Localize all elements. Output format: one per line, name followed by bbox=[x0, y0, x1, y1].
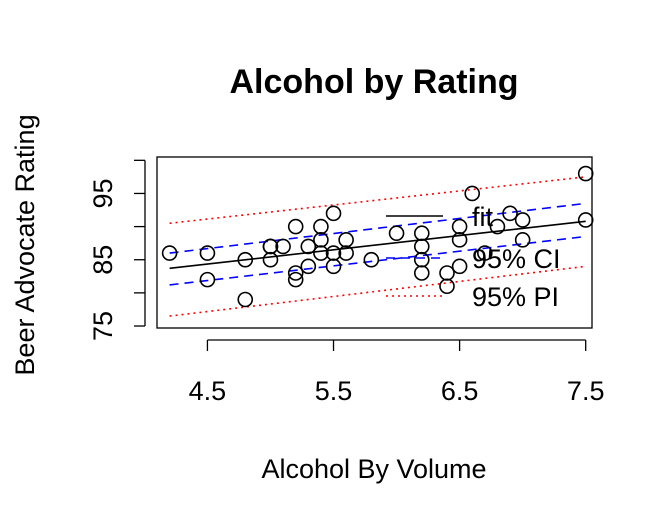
data-point bbox=[439, 278, 455, 295]
y-tick-label: 95 bbox=[88, 178, 118, 208]
data-point bbox=[413, 238, 430, 255]
data-point bbox=[451, 232, 468, 248]
data-point bbox=[287, 265, 304, 281]
data-point bbox=[577, 212, 594, 228]
data-point bbox=[161, 245, 178, 261]
plot-frame bbox=[156, 156, 593, 329]
data-point bbox=[199, 245, 216, 261]
data-point bbox=[439, 265, 455, 281]
x-axis-label: Alcohol By Volume bbox=[261, 454, 486, 484]
data-point bbox=[514, 232, 531, 248]
data-point bbox=[275, 238, 291, 255]
y-tick-label: 75 bbox=[88, 311, 118, 341]
data-point bbox=[287, 271, 304, 288]
data-point bbox=[313, 218, 329, 235]
data-point bbox=[300, 238, 317, 255]
x-tick-label: 6.5 bbox=[441, 376, 479, 406]
data-point bbox=[199, 271, 216, 288]
data-point bbox=[388, 225, 405, 242]
legend-label: 95% PI bbox=[472, 282, 559, 312]
legend-label: 95% CI bbox=[472, 244, 561, 274]
data-point bbox=[489, 218, 506, 235]
x-tick-label: 7.5 bbox=[567, 376, 605, 406]
data-point bbox=[413, 251, 430, 268]
x-tick-label: 4.5 bbox=[189, 376, 227, 406]
data-point bbox=[363, 251, 380, 268]
y-tick-label: 85 bbox=[88, 245, 118, 275]
data-point bbox=[325, 205, 342, 222]
data-point bbox=[338, 245, 354, 261]
data-point bbox=[502, 205, 518, 222]
x-tick-label: 5.5 bbox=[315, 376, 353, 406]
data-point bbox=[287, 218, 304, 235]
data-point bbox=[313, 245, 329, 261]
y-axis-label: Beer Advocate Rating bbox=[10, 114, 40, 375]
legend: fit 95% CI 95% PI bbox=[386, 202, 561, 312]
data-point bbox=[237, 291, 254, 308]
data-point bbox=[477, 245, 493, 261]
pi-lower-line bbox=[169, 265, 586, 317]
x-axis: 4.5 5.5 6.5 7.5 bbox=[189, 339, 605, 406]
data-point bbox=[413, 225, 430, 242]
data-point bbox=[514, 212, 531, 228]
data-point bbox=[577, 165, 594, 182]
data-point bbox=[413, 265, 430, 281]
ci-lower-line bbox=[169, 235, 586, 286]
data-point bbox=[262, 251, 279, 268]
data-point bbox=[451, 218, 468, 235]
data-points bbox=[161, 165, 594, 308]
y-axis: 75 85 95 bbox=[88, 159, 146, 341]
legend-label: fit bbox=[472, 202, 494, 232]
data-point bbox=[325, 258, 342, 275]
pi-upper-line bbox=[169, 176, 586, 225]
data-point bbox=[451, 258, 468, 275]
data-point bbox=[237, 251, 254, 268]
data-point bbox=[300, 258, 317, 275]
data-point bbox=[338, 232, 354, 248]
data-point bbox=[464, 185, 481, 202]
chart-title: Alcohol by Rating bbox=[230, 63, 519, 101]
